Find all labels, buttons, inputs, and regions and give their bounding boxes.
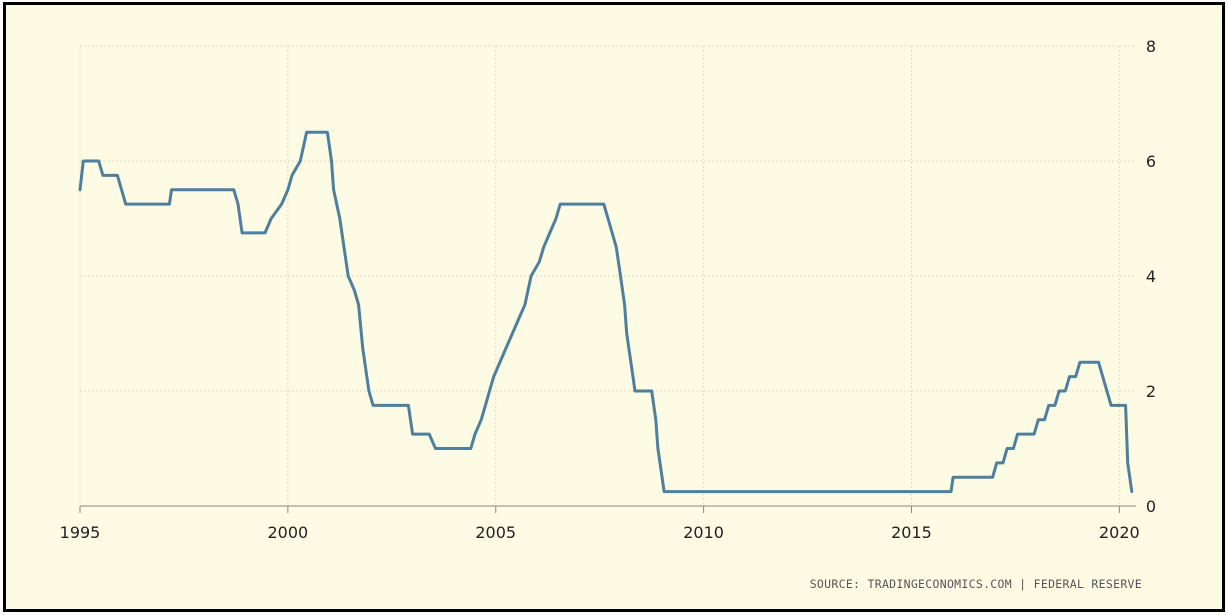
y-tick-label: 0 [1146, 497, 1156, 516]
source-label: SOURCE: TRADINGECONOMICS.COM | FEDERAL R… [810, 577, 1142, 591]
y-tick-label: 2 [1146, 382, 1156, 401]
y-tick-label: 8 [1146, 37, 1156, 56]
series-group [78, 130, 1134, 494]
grid-lines [79, 45, 1136, 506]
x-tick-label: 2015 [891, 523, 932, 542]
x-tick-label: 2020 [1099, 523, 1140, 542]
tick-labels: 0 2 4 6 8 1995 2000 2005 2010 2015 2020 [60, 37, 1156, 542]
y-tick-label: 4 [1146, 267, 1156, 286]
x-tick-label: 1995 [60, 523, 101, 542]
series-line [78, 130, 1134, 494]
x-tick-label: 2010 [683, 523, 724, 542]
y-tick-label: 6 [1146, 152, 1156, 171]
x-tick-label: 2005 [475, 523, 516, 542]
x-tick-label: 2000 [268, 523, 309, 542]
line-chart: 0 2 4 6 8 1995 2000 2005 2010 2015 2020 SOURCE: TR… [60, 37, 1156, 591]
axes [79, 505, 1136, 513]
chart-frame: 0 2 4 6 8 1995 2000 2005 2010 2015 2020 SOURCE: TR… [3, 2, 1225, 612]
